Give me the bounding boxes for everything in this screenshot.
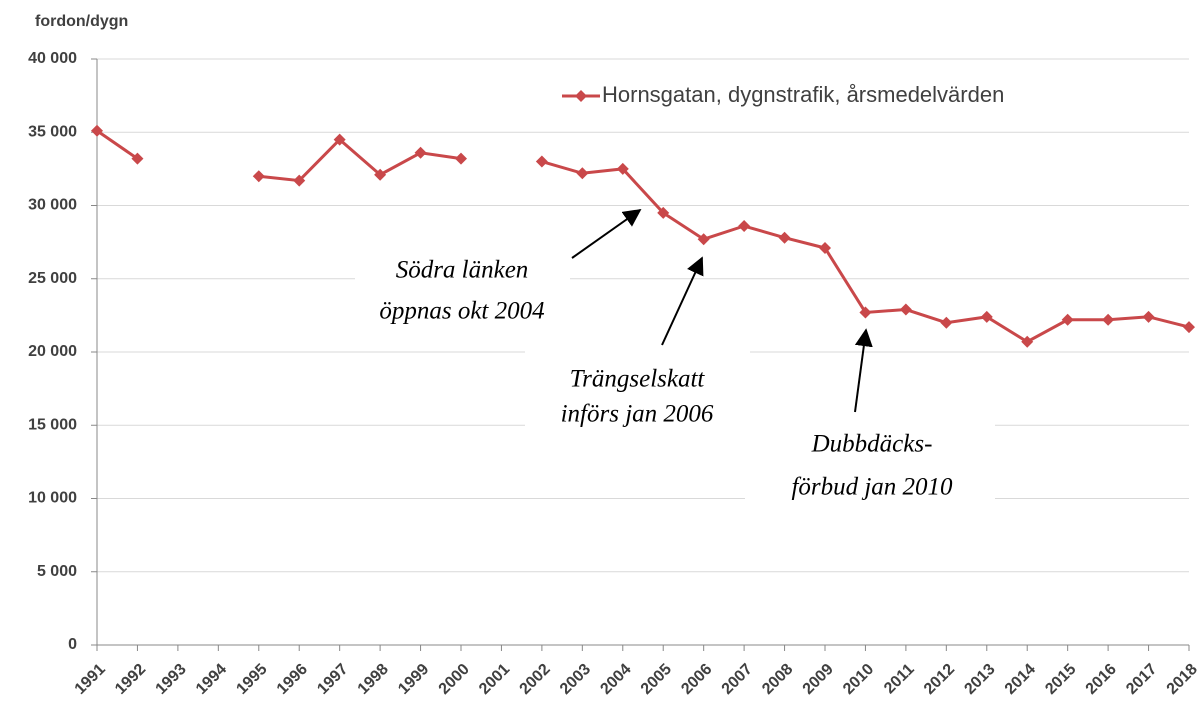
- x-tick-label: 2005: [638, 661, 675, 698]
- data-point: [940, 316, 953, 329]
- annotation-box: [745, 422, 995, 506]
- y-tick-label: 35 000: [28, 123, 77, 140]
- x-tick-label: 2015: [1042, 661, 1079, 698]
- y-tick-label: 30 000: [28, 197, 77, 214]
- annotation-text: öppnas okt 2004: [379, 298, 544, 325]
- x-tick-label: 1994: [193, 661, 230, 698]
- data-point: [414, 146, 427, 159]
- annotation-box: [525, 350, 750, 432]
- y-axis-label: fordon/dygn: [35, 13, 128, 30]
- data-point: [1102, 313, 1115, 326]
- y-tick-label: 10 000: [28, 490, 77, 507]
- data-point: [535, 155, 548, 168]
- annotation-arrow: [571, 208, 642, 259]
- data-point: [333, 133, 346, 146]
- annotation-box: [355, 240, 570, 340]
- x-tick-label: 2010: [840, 661, 877, 698]
- legend-label: Hornsgatan, dygnstrafik, årsmedelvärden: [602, 82, 1004, 107]
- data-point: [1142, 310, 1155, 323]
- data-point: [1021, 335, 1034, 348]
- annotation-text: Dubbdäcks-: [811, 431, 933, 458]
- series-line: [96, 129, 1190, 344]
- data-point: [576, 167, 589, 180]
- data-point: [1061, 313, 1074, 326]
- x-tick-label: 2003: [557, 661, 594, 698]
- x-tick-label: 2017: [1123, 661, 1160, 698]
- data-point: [252, 170, 265, 183]
- x-tick-label: 1998: [355, 661, 392, 698]
- y-tick-label: 15 000: [28, 416, 77, 433]
- x-tick-label: 1995: [233, 661, 270, 698]
- x-tick-label: 1996: [274, 661, 311, 698]
- data-point: [980, 310, 993, 323]
- x-tick-label: 2016: [1083, 661, 1120, 698]
- x-tick-label: 1991: [72, 661, 109, 698]
- annotation-arrow: [661, 256, 704, 346]
- data-point: [657, 206, 670, 219]
- x-tick-label: 2014: [1002, 661, 1039, 698]
- data-point: [899, 303, 912, 316]
- legend-marker: [575, 90, 587, 102]
- x-tick-label: 2002: [517, 661, 554, 698]
- data-point: [1183, 321, 1195, 334]
- x-tick-label: 2018: [1164, 661, 1197, 698]
- data-point: [91, 124, 103, 137]
- x-tick-label: 1999: [395, 661, 432, 698]
- data-point: [131, 152, 144, 165]
- x-tick-label: 2006: [678, 661, 715, 698]
- annotation-arrow: [854, 328, 873, 413]
- annotation-text: införs jan 2006: [561, 401, 714, 428]
- x-tick-label: 2000: [436, 661, 473, 698]
- y-tick-label: 40 000: [28, 50, 77, 67]
- grid: [97, 58, 1189, 646]
- x-tick-label: 2013: [961, 661, 998, 698]
- x-tick-label: 2012: [921, 661, 958, 698]
- annotation-text: Trängselskatt: [570, 366, 706, 393]
- y-tick-label: 5 000: [37, 563, 77, 580]
- data-point: [697, 233, 710, 246]
- x-tick-label: 2007: [719, 661, 756, 698]
- annotation-text: förbud jan 2010: [791, 474, 953, 501]
- x-tick-label: 2004: [597, 661, 634, 698]
- x-tick-label: 2008: [759, 661, 796, 698]
- y-tick-label: 0: [68, 636, 77, 653]
- data-point: [293, 174, 306, 187]
- x-tick-label: 1993: [153, 661, 190, 698]
- annotation-text: Södra länken: [396, 257, 529, 284]
- data-point: [616, 162, 629, 175]
- x-tick-label: 1992: [112, 661, 149, 698]
- data-point: [778, 231, 791, 244]
- x-tick-label: 2001: [476, 661, 513, 698]
- data-point: [455, 152, 467, 165]
- y-tick-label: 25 000: [28, 270, 77, 287]
- x-tick-label: 2011: [881, 661, 918, 698]
- data-point: [374, 168, 387, 181]
- y-tick-label: 20 000: [28, 343, 77, 360]
- x-tick-label: 1997: [314, 661, 351, 698]
- data-point: [819, 241, 831, 254]
- data-point: [859, 306, 872, 319]
- data-point: [738, 220, 751, 233]
- x-tick-label: 2009: [800, 661, 837, 698]
